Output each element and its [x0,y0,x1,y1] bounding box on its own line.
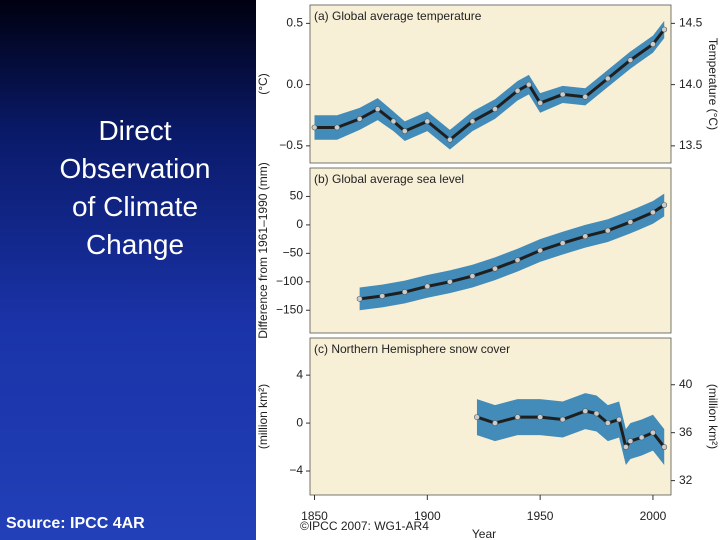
y2-axis-label: (million km²) [706,384,720,449]
y-axis-label: (million km²) [256,384,270,449]
data-point [627,57,634,64]
data-point [661,202,668,208]
data-point [334,124,340,131]
uncertainty-band [359,193,665,311]
source: Source: IPCC 4AR [6,515,145,532]
data-point [401,128,408,135]
plot-background [309,4,672,164]
y-tick-label: −100 [276,274,303,288]
data-point [514,257,521,264]
data-point [469,273,476,280]
data-point [627,219,634,225]
data-point [356,295,363,302]
y-tick-label: 0 [296,217,303,231]
y-tick-label: 0.0 [286,77,303,91]
x-tick-label: 2000 [640,509,667,523]
data-point [514,414,521,420]
x-tick-label: 1900 [414,509,441,523]
data-point [492,106,498,113]
data-point [661,444,668,450]
data-point [311,124,318,131]
y-tick-label: 0 [296,415,303,429]
data-point [537,100,544,106]
panel-title: (b) Global average sea level [314,172,464,186]
y-tick-label: −150 [276,302,303,316]
panel-title: (c) Northern Hemisphere snow cover [314,342,510,356]
data-point [604,227,611,234]
data-point [559,240,566,247]
data-point [492,420,498,426]
data-point [604,420,611,426]
y-axis-label: (°C) [256,73,270,94]
data-point [593,410,600,417]
data-point [638,434,645,441]
data-point [650,429,656,436]
uncertainty-band [314,20,665,150]
y2-tick-label: 13.5 [679,138,703,152]
y-tick-label: −0.5 [279,138,303,152]
data-point [559,91,566,98]
x-tick-label: 1850 [301,509,328,523]
copyright: ©IPCC 2007: WG1-AR4 [300,519,429,533]
y2-tick-label: 32 [679,473,693,487]
data-point [616,416,623,423]
data-point [559,416,566,423]
data-point [650,209,656,216]
data-point [356,116,363,122]
y-tick-label: −50 [283,246,304,260]
data-point [446,278,453,285]
y-tick-label: −4 [289,463,303,477]
data-point [622,444,629,450]
data-point [537,414,544,420]
y-tick-label: 50 [290,189,304,203]
data-point [469,118,476,125]
x-axis-label: Year [472,527,496,540]
data-point [424,118,431,125]
data-point [492,265,498,272]
data-point [604,75,611,82]
data-point [650,41,656,48]
data-point [582,408,589,415]
data-point [627,438,634,444]
y2-tick-label: 14.5 [679,16,703,30]
uncertainty-band [476,393,665,466]
panel-title: (a) Global average temperature [314,9,482,23]
data-point [537,247,544,254]
data-point [424,283,431,290]
data-point [514,87,521,94]
data-point [401,289,408,295]
y2-tick-label: 36 [679,425,693,439]
slide-title: Direct Observation of Climate Change [59,115,211,260]
data-point [582,233,589,240]
y2-tick-label: 40 [679,377,693,391]
data-point [661,26,668,33]
data-point [582,93,589,100]
y2-axis-label: Temperature (°C) [706,38,720,130]
y-tick-label: 0.5 [286,16,303,30]
y-tick-label: 4 [296,367,303,381]
data-point [379,293,386,299]
sidebar: Direct Observation of Climate Change Sou… [0,0,256,540]
data-point [525,81,532,88]
data-point [390,118,397,125]
data-point [446,136,453,143]
y-axis-label: Difference from 1961–1990 (mm) [256,162,270,339]
data-point [474,414,480,420]
x-tick-label: 1950 [527,509,554,523]
y2-tick-label: 14.0 [679,77,703,91]
data-point [374,106,381,113]
